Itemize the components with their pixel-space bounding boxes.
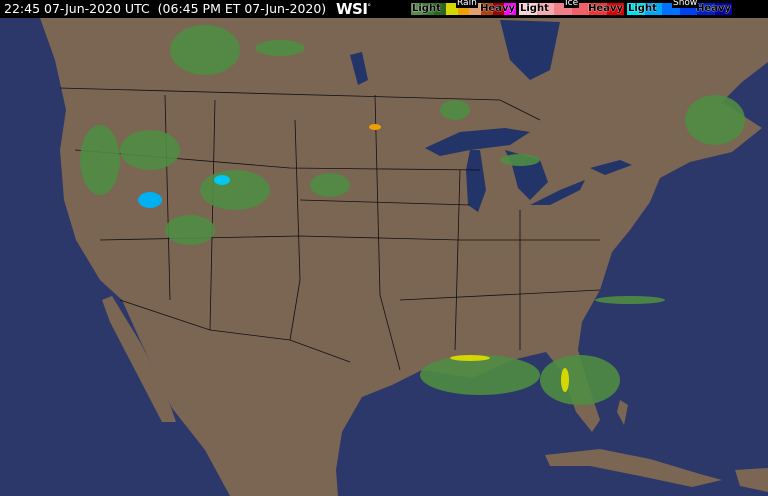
snow-legend-title: Snow: [672, 0, 699, 8]
header-bar: 22:45 07-Jun-2020 UTC (06:45 PM ET 07-Ju…: [0, 0, 768, 18]
great-lakes: [350, 20, 632, 212]
radar-echo: [595, 296, 665, 304]
radar-echo: [165, 215, 215, 245]
radar-echo: [685, 95, 745, 145]
cuba: [545, 449, 722, 487]
snow-color-swatch: [714, 3, 732, 15]
border-line: [454, 169, 461, 351]
snow-color-swatch: [697, 3, 715, 15]
lake-winnipeg: [350, 52, 368, 85]
radar-echo: [440, 100, 470, 120]
radar-map: [0, 18, 768, 496]
timestamp: 22:45 07-Jun-2020 UTC (06:45 PM ET 07-Ju…: [4, 1, 327, 16]
border-line: [289, 119, 301, 341]
us-canada-border: [59, 87, 541, 121]
border-line: [299, 199, 471, 206]
radar-echoes: [80, 25, 745, 405]
radar-intense: [138, 124, 569, 392]
lake-erie: [530, 180, 585, 205]
hudson-bay-inlet: [500, 20, 560, 80]
border-line: [164, 94, 171, 301]
legend-rain: Light Heavy Rain: [411, 0, 516, 15]
border-line: [209, 99, 216, 331]
north-america-land: [40, 18, 768, 496]
snow-light-label: Light: [628, 3, 657, 14]
lake-ontario: [590, 160, 632, 175]
border-line: [374, 94, 401, 371]
hispaniola: [735, 468, 768, 492]
us-mexico-border: [119, 299, 351, 363]
rain-light-label: Light: [412, 3, 441, 14]
ice-heavy-label: Heavy: [588, 3, 623, 14]
radar-echo: [80, 125, 120, 195]
snow-color-swatch: [627, 3, 645, 15]
lake-superior: [425, 128, 530, 156]
ice-color-swatch: [536, 3, 554, 15]
rain-heavy-label: Heavy: [480, 3, 515, 14]
rain-color-swatch: [480, 3, 493, 15]
baja-california: [102, 296, 176, 422]
rain-color-swatch: [504, 3, 516, 15]
legend-ice: Light Heavy Ice: [519, 0, 624, 15]
radar-echo: [310, 173, 350, 197]
radar-echo: [170, 25, 240, 75]
radar-echo: [420, 355, 540, 395]
radar-echo: [255, 40, 305, 56]
bahamas: [617, 400, 628, 425]
lake-michigan: [466, 150, 486, 212]
rain-color-swatch: [445, 3, 458, 15]
snow-heavy-label: Heavy: [696, 3, 731, 14]
ice-light-label: Light: [520, 3, 549, 14]
rain-color-swatch: [457, 3, 470, 15]
radar-echo: [200, 170, 270, 210]
snow-echo: [138, 192, 162, 208]
snow-echo: [214, 175, 230, 185]
heavy-rain-echo: [561, 368, 569, 392]
rain-color-swatch: [422, 3, 435, 15]
rain-color-swatch: [411, 3, 423, 15]
radar-echo: [120, 130, 180, 170]
state-borders: [59, 87, 601, 371]
rain-color-swatch: [469, 3, 481, 15]
ice-color-swatch: [606, 3, 624, 15]
ice-legend-title: Ice: [564, 0, 580, 8]
radar-echo: [540, 355, 620, 405]
rain-legend-title: Rain: [456, 0, 478, 8]
heavy-rain-echo: [369, 124, 381, 130]
legend-snow: Light Heavy Snow: [627, 0, 732, 15]
wsi-logo: WSI°: [336, 0, 371, 18]
radar-echo: [500, 154, 540, 166]
rain-color-swatch: [492, 3, 505, 15]
snow-color-swatch: [644, 3, 662, 15]
border-line: [399, 289, 601, 301]
heavy-rain-echo: [450, 355, 490, 361]
ice-color-swatch: [519, 3, 537, 15]
rain-color-swatch: [434, 3, 446, 15]
ice-color-swatch: [589, 3, 607, 15]
